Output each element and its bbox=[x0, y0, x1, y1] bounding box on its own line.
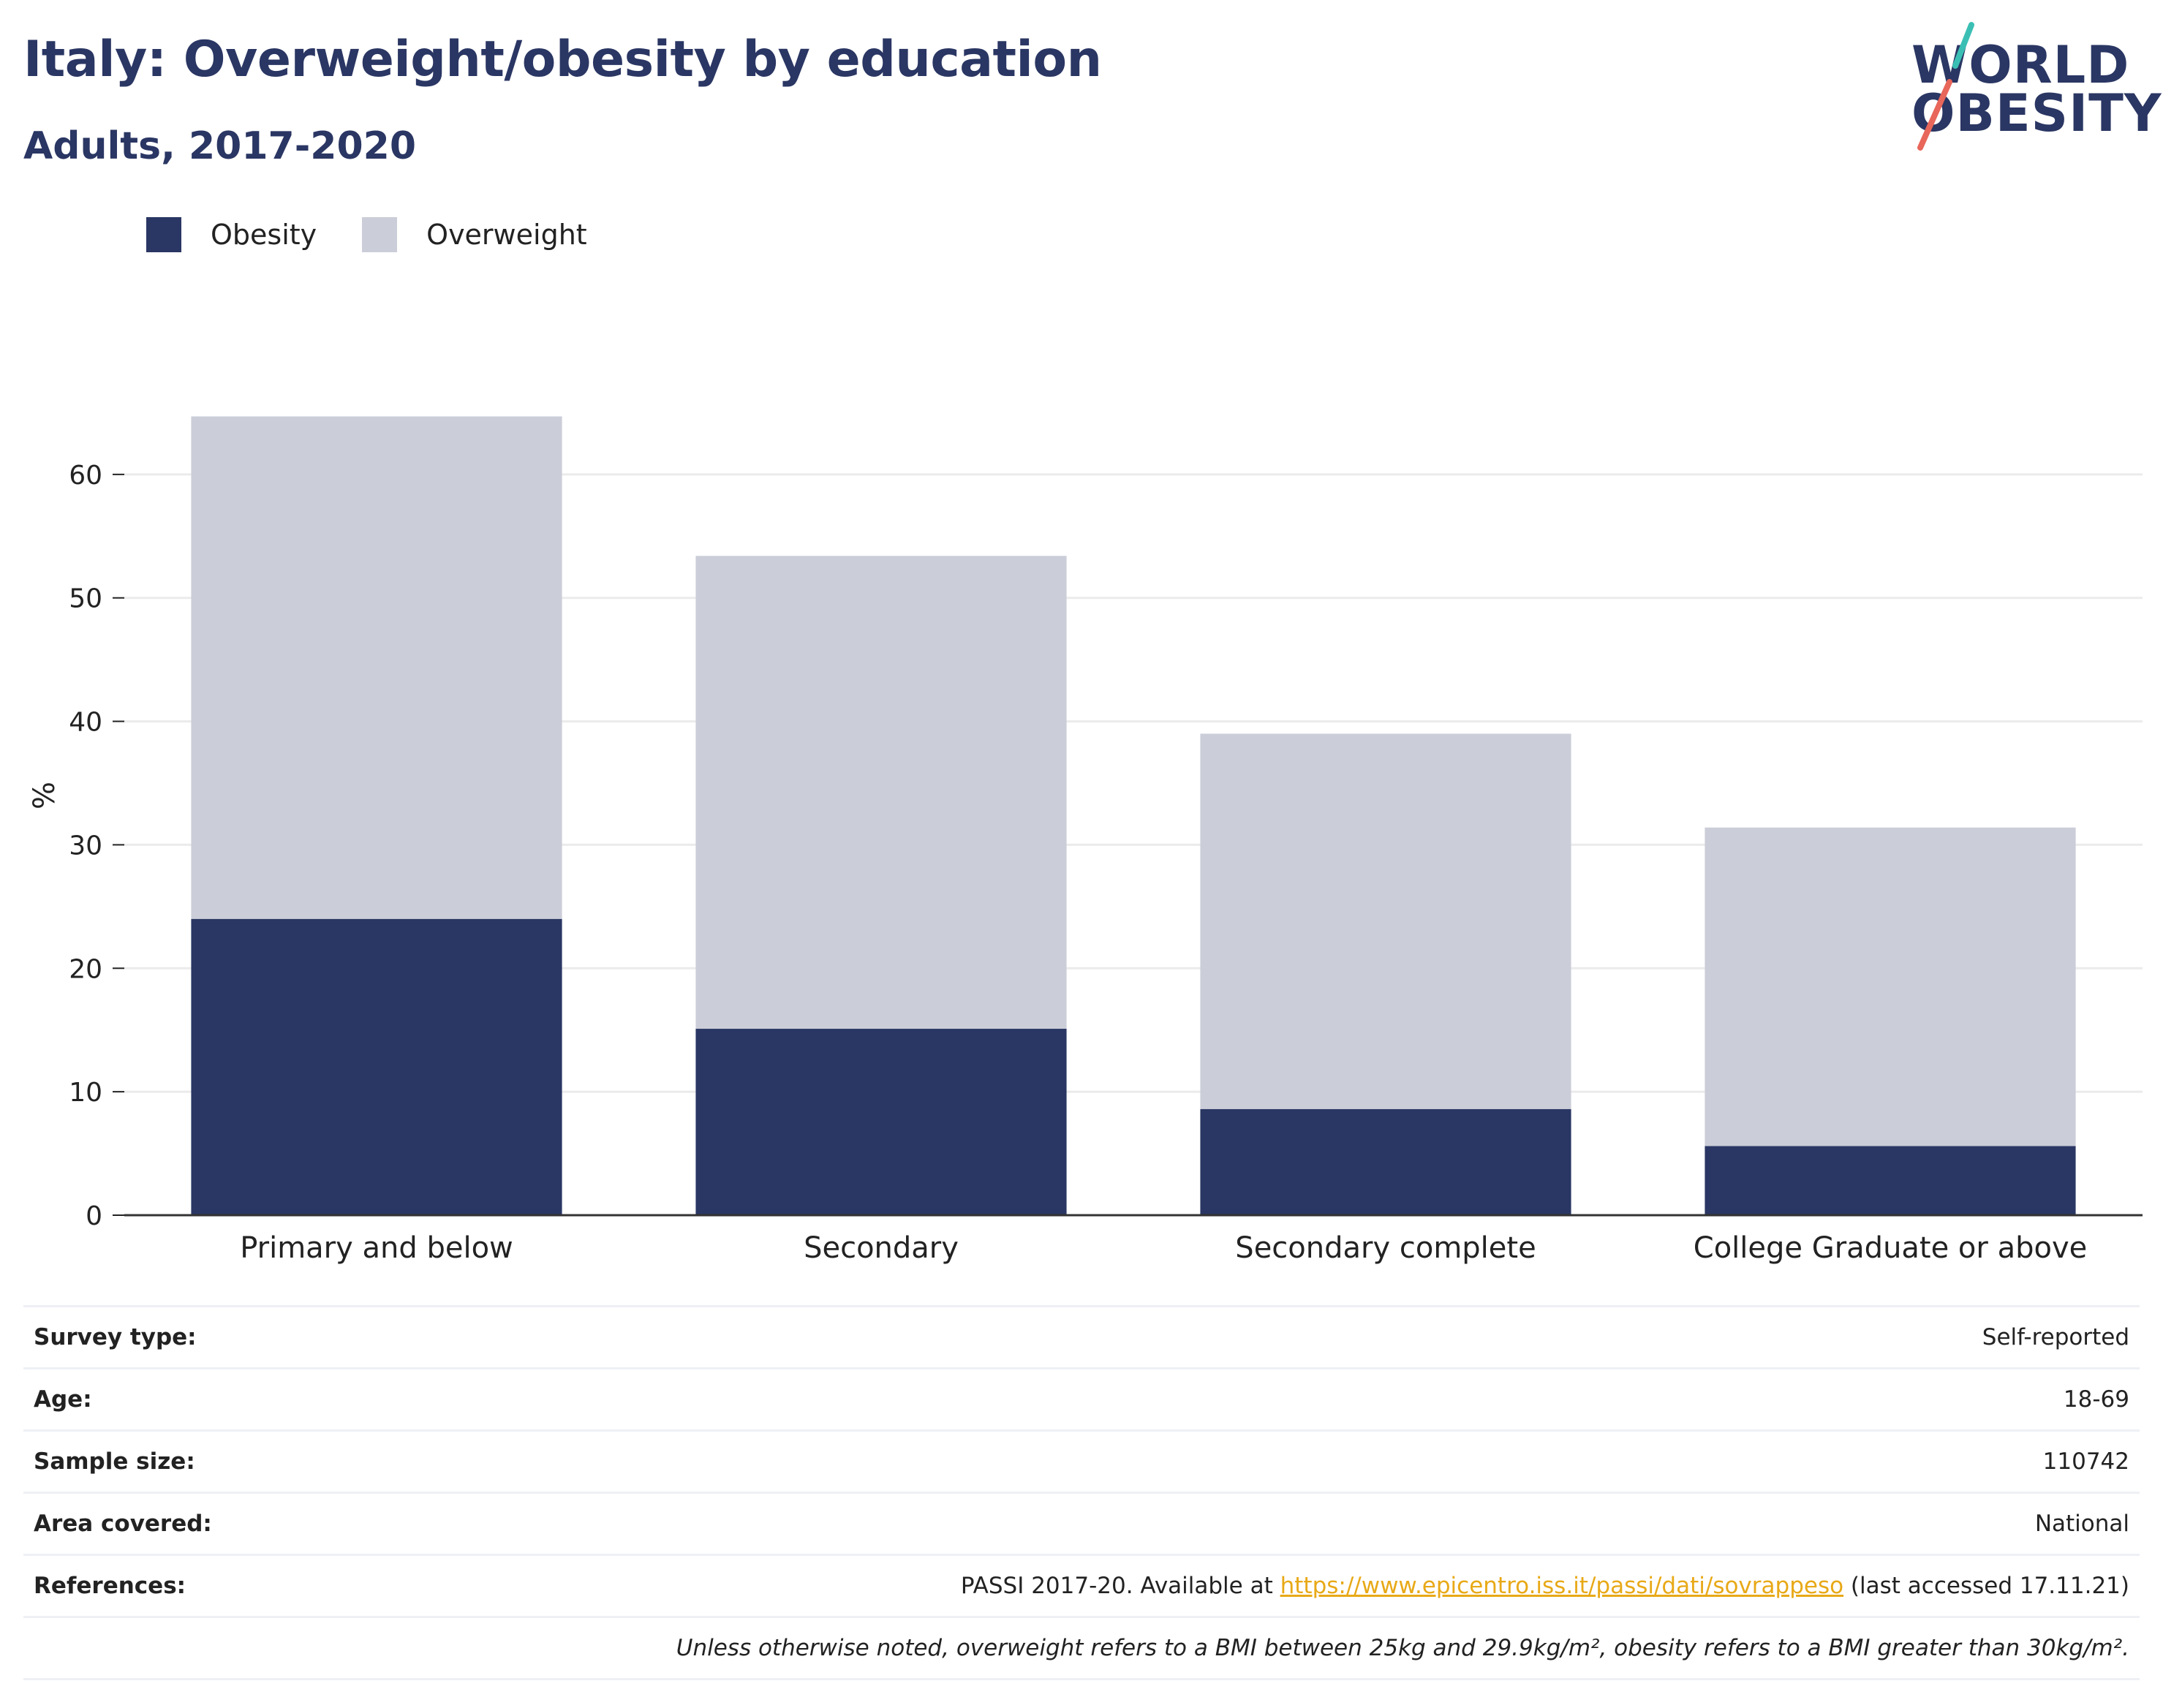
x-tick-label: Secondary complete bbox=[1235, 1231, 1536, 1265]
chart-subtitle: Adults, 2017-2020 bbox=[23, 124, 417, 168]
x-tick-label: Primary and below bbox=[240, 1231, 513, 1265]
y-tick-label: 30 bbox=[69, 831, 102, 861]
bmi-definition-note: Unless otherwise noted, overweight refer… bbox=[676, 1635, 2129, 1661]
chart-legend: Obesity Overweight bbox=[146, 217, 633, 252]
legend-swatch-overweight bbox=[362, 217, 398, 252]
references-prefix: PASSI 2017-20. Available at bbox=[960, 1573, 1280, 1599]
y-tick-label: 50 bbox=[69, 584, 102, 614]
bar-overweight[interactable] bbox=[1200, 733, 1571, 1109]
y-tick-label: 20 bbox=[69, 954, 102, 984]
references-suffix: (last accessed 17.11.21) bbox=[1843, 1573, 2129, 1599]
survey-type-value: Self-reported bbox=[1982, 1324, 2129, 1350]
y-tick-label: 40 bbox=[69, 708, 102, 738]
references-link[interactable]: https://www.epicentro.iss.it/passi/dati/… bbox=[1280, 1573, 1844, 1599]
info-row-sample-size: Sample size: 110742 bbox=[23, 1429, 2140, 1492]
bar-obesity[interactable] bbox=[191, 918, 562, 1215]
y-tick-label: 0 bbox=[86, 1201, 102, 1231]
legend-item-overweight[interactable]: Overweight bbox=[362, 217, 587, 252]
sample-size-label: Sample size: bbox=[34, 1448, 195, 1475]
bar-overweight[interactable] bbox=[1705, 827, 2076, 1146]
age-label: Age: bbox=[34, 1386, 92, 1413]
logo-text-obesity: OBESITY bbox=[1911, 83, 2162, 143]
bar-obesity[interactable] bbox=[1200, 1108, 1571, 1215]
bar-overweight[interactable] bbox=[191, 416, 562, 919]
bar-obesity[interactable] bbox=[1705, 1146, 2076, 1215]
info-row-note: Unless otherwise noted, overweight refer… bbox=[23, 1616, 2140, 1680]
age-value: 18-69 bbox=[2063, 1386, 2129, 1413]
y-tick-label: 60 bbox=[69, 461, 102, 491]
y-tick-label: 10 bbox=[69, 1078, 102, 1108]
info-row-references: References: PASSI 2017-20. Available at … bbox=[23, 1554, 2140, 1616]
references-label: References: bbox=[34, 1573, 186, 1599]
info-row-area-covered: Area covered: National bbox=[23, 1492, 2140, 1554]
x-tick-label: College Graduate or above bbox=[1694, 1231, 2087, 1265]
bar-obesity[interactable] bbox=[695, 1029, 1067, 1215]
info-row-age: Age: 18-69 bbox=[23, 1367, 2140, 1429]
legend-label-obesity: Obesity bbox=[211, 219, 317, 251]
bar-overweight[interactable] bbox=[695, 556, 1067, 1029]
y-axis-title: % bbox=[28, 782, 61, 809]
bar-chart: 0 10 20 30 40 50 60 Primary and below Secondary S… bbox=[28, 416, 2143, 1265]
legend-item-obesity[interactable]: Obesity bbox=[146, 217, 317, 252]
survey-type-label: Survey type: bbox=[34, 1324, 197, 1350]
references-value: PASSI 2017-20. Available at https://www.… bbox=[961, 1573, 2140, 1599]
x-tick-label: Secondary bbox=[804, 1231, 959, 1265]
logo-slash-icon bbox=[1917, 22, 1974, 151]
area-covered-value: National bbox=[2034, 1511, 2129, 1537]
chart-title: Italy: Overweight/obesity by education bbox=[23, 31, 1102, 88]
legend-label-overweight: Overweight bbox=[426, 219, 587, 251]
info-row-survey-type: Survey type: Self-reported bbox=[23, 1305, 2140, 1367]
legend-swatch-obesity bbox=[146, 217, 181, 252]
world-obesity-logo: WORLD OBESITY bbox=[1901, 20, 2162, 156]
survey-info-table: Survey type: Self-reported Age: 18-69 Sa… bbox=[23, 1305, 2140, 1680]
area-covered-label: Area covered: bbox=[34, 1511, 212, 1537]
sample-size-value: 110742 bbox=[2042, 1448, 2129, 1475]
